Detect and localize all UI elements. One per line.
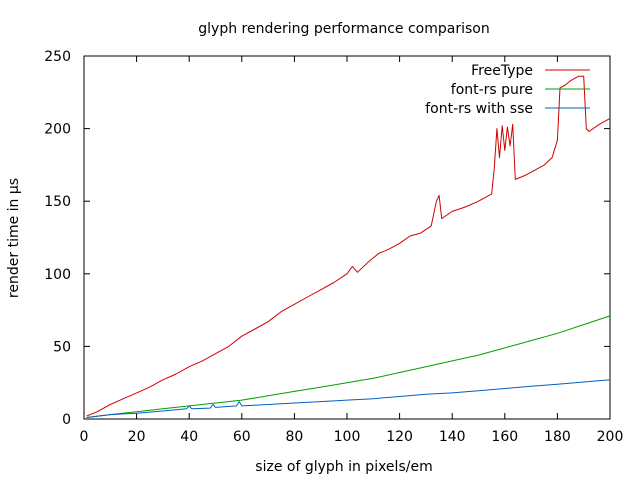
- legend: FreeType font-rs pure font-rs with sse: [425, 63, 590, 117]
- y-tick-label: 150: [44, 194, 71, 210]
- y-tick-label: 50: [53, 339, 71, 355]
- x-tick-label: 180: [544, 429, 571, 445]
- legend-label: font-rs pure: [451, 82, 533, 98]
- x-tick-label: 120: [386, 429, 413, 445]
- x-tick-label: 0: [80, 429, 89, 445]
- x-tick-label: 80: [285, 429, 303, 445]
- y-tick-label: 200: [44, 122, 71, 138]
- legend-label: font-rs with sse: [425, 101, 533, 117]
- chart-title: glyph rendering performance comparison: [198, 21, 489, 37]
- x-axis-ticks: 0 20 40 60 80 100 120 140 160 180 200: [80, 56, 624, 445]
- y-axis-ticks: 0 50 100 150 200 250: [44, 49, 610, 428]
- x-tick-label: 60: [233, 429, 251, 445]
- series-lines: [86, 75, 611, 418]
- legend-label: FreeType: [471, 63, 533, 79]
- x-tick-label: 200: [597, 429, 624, 445]
- x-axis-label: size of glyph in pixels/em: [255, 459, 432, 475]
- y-tick-label: 100: [44, 267, 71, 283]
- x-tick-label: 40: [180, 429, 198, 445]
- x-tick-label: 160: [491, 429, 518, 445]
- x-tick-label: 20: [128, 429, 146, 445]
- y-tick-label: 250: [44, 49, 71, 65]
- y-tick-label: 0: [62, 412, 71, 428]
- y-axis-label: render time in µs: [6, 178, 22, 298]
- series-line-font-rs-pure: [86, 315, 611, 418]
- x-tick-label: 140: [439, 429, 466, 445]
- series-line-font-rs-with-sse: [86, 379, 611, 418]
- x-tick-label: 100: [334, 429, 361, 445]
- series-line-freetype: [86, 75, 611, 417]
